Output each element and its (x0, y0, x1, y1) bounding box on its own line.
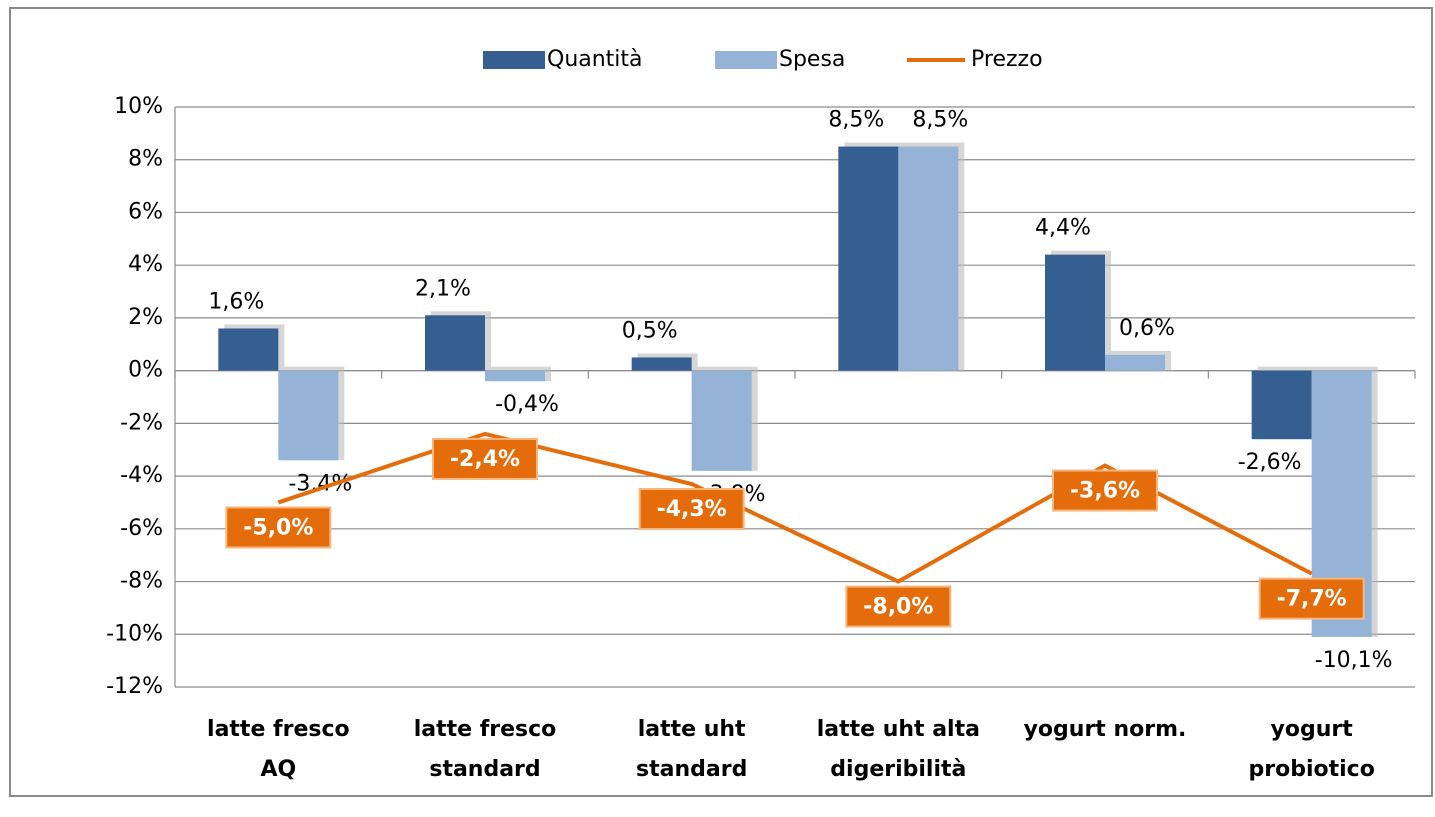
data-label: 0,5% (622, 318, 678, 343)
bar (898, 146, 959, 371)
legend-label: Quantità (547, 47, 643, 72)
label-box (845, 585, 952, 628)
y-tick-label: 2% (128, 305, 163, 330)
label-box (1258, 577, 1365, 620)
data-label: 8,5% (912, 108, 968, 133)
legend-label: Prezzo (971, 47, 1043, 72)
line-label: -4,3% (638, 488, 745, 530)
y-tick-label: -10% (106, 621, 163, 646)
data-label: 8,5% (828, 108, 884, 133)
data-label: 4,4% (1035, 216, 1091, 241)
x-tick-label: probiotico (1249, 757, 1375, 782)
data-label: -3,6% (1070, 479, 1140, 504)
legend-label: Spesa (779, 47, 845, 72)
data-label: -2,4% (450, 447, 520, 472)
bar (838, 146, 899, 371)
bar (218, 328, 279, 371)
y-tick-label: 8% (128, 147, 163, 172)
bar (631, 357, 692, 371)
x-tick-label: standard (636, 757, 747, 782)
data-label: -5,0% (243, 515, 313, 540)
data-label: -8,0% (863, 595, 933, 620)
data-label: -2,6% (1238, 450, 1302, 475)
x-tick-label: latte fresco (414, 717, 557, 742)
legend-swatch (483, 51, 545, 69)
bar (1105, 354, 1165, 371)
data-label: -4,3% (657, 497, 727, 522)
y-tick-label: -8% (120, 569, 163, 594)
line-label: -3,6% (1052, 469, 1158, 512)
label-box (1052, 469, 1158, 512)
data-label: -0,4% (495, 392, 559, 417)
bar (425, 315, 485, 371)
y-tick-label: -2% (120, 410, 163, 435)
y-tick-label: -12% (106, 674, 163, 699)
bar (1045, 254, 1105, 371)
label-box (225, 506, 332, 549)
label-box (432, 437, 538, 480)
y-tick-label: -4% (120, 463, 163, 488)
bar (1251, 370, 1312, 440)
bar (691, 370, 752, 471)
line-label: -7,7% (1258, 577, 1365, 620)
legend: Quantità Spesa Prezzo (483, 47, 1043, 72)
x-tick-label: AQ (260, 757, 296, 782)
line-label: -2,4% (432, 437, 538, 480)
data-label: -10,1% (1315, 648, 1393, 673)
data-label: 1,6% (208, 289, 264, 314)
x-tick-label: latte uht (638, 717, 746, 742)
x-tick-label: standard (429, 757, 540, 782)
y-tick-label: 6% (128, 199, 163, 224)
bar (485, 370, 545, 382)
data-label: 0,6% (1119, 316, 1175, 341)
y-tick-label: 4% (128, 252, 163, 277)
line-label: -5,0% (225, 506, 332, 549)
x-tick-label: yogurt (1271, 717, 1354, 742)
label-box (638, 488, 745, 530)
data-label: -7,7% (1277, 587, 1347, 612)
bar (278, 370, 339, 461)
data-label: 2,1% (415, 276, 471, 301)
x-tick-label: latte fresco (207, 717, 350, 742)
data-label: -3,4% (288, 471, 352, 496)
x-tick-label: yogurt norm. (1024, 717, 1187, 742)
y-tick-label: 10% (114, 94, 163, 119)
legend-swatch (715, 51, 777, 69)
x-tick-label: digeribilità (830, 757, 966, 782)
x-tick-label: latte uht alta (817, 717, 980, 742)
y-tick-label: 0% (128, 358, 163, 383)
y-tick-label: -6% (120, 516, 163, 541)
line-label: -8,0% (845, 585, 952, 628)
